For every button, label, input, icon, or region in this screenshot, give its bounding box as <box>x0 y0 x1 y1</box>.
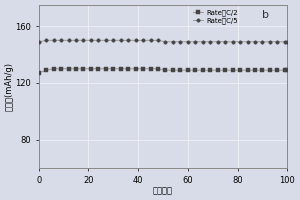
Rate：C/2 <box>37 72 40 74</box>
Rate：C/2 <box>74 68 78 70</box>
Rate：C/2 <box>97 68 100 70</box>
Rate：C/5 <box>186 41 190 43</box>
Rate：C/2 <box>89 68 93 70</box>
Rate：C/5 <box>246 41 249 43</box>
Rate：C/2 <box>231 69 234 71</box>
Rate：C/5 <box>283 41 286 43</box>
Rate：C/5 <box>59 39 63 42</box>
Rate：C/5 <box>231 41 234 43</box>
Rate：C/2 <box>164 69 167 71</box>
Rate：C/2 <box>119 68 123 70</box>
Rate：C/2 <box>186 69 190 71</box>
Rate：C/5 <box>112 39 115 42</box>
Rate：C/2 <box>238 69 242 71</box>
Legend: Rate：C/2, Rate：C/5: Rate：C/2, Rate：C/5 <box>191 8 239 26</box>
Rate：C/2 <box>156 68 160 70</box>
Rate：C/5 <box>194 41 197 43</box>
X-axis label: 循环次数: 循环次数 <box>153 186 173 195</box>
Rate：C/5 <box>149 39 152 42</box>
Rate：C/2 <box>246 69 249 71</box>
Rate：C/5 <box>37 41 40 43</box>
Rate：C/2 <box>178 69 182 71</box>
Rate：C/2 <box>286 69 289 71</box>
Rate：C/5 <box>164 41 167 43</box>
Rate：C/5 <box>253 41 257 43</box>
Rate：C/5 <box>238 41 242 43</box>
Line: Rate：C/2: Rate：C/2 <box>37 67 289 75</box>
Rate：C/5 <box>223 41 227 43</box>
Rate：C/2 <box>283 69 286 71</box>
Rate：C/5 <box>275 41 279 43</box>
Rate：C/2 <box>216 69 220 71</box>
Rate：C/2 <box>201 69 205 71</box>
Rate：C/2 <box>171 69 175 71</box>
Line: Rate：C/5: Rate：C/5 <box>37 39 289 44</box>
Rate：C/5 <box>178 41 182 43</box>
Rate：C/5 <box>261 41 264 43</box>
Rate：C/2 <box>104 68 108 70</box>
Rate：C/5 <box>104 39 108 42</box>
Rate：C/5 <box>208 41 212 43</box>
Rate：C/2 <box>112 68 115 70</box>
Rate：C/2 <box>67 68 70 70</box>
Rate：C/5 <box>89 39 93 42</box>
Rate：C/5 <box>286 41 289 43</box>
Rate：C/5 <box>119 39 123 42</box>
Rate：C/2 <box>82 68 85 70</box>
Rate：C/5 <box>126 39 130 42</box>
Rate：C/5 <box>171 41 175 43</box>
Text: b: b <box>262 10 269 20</box>
Rate：C/5 <box>74 39 78 42</box>
Rate：C/5 <box>134 39 137 42</box>
Rate：C/5 <box>156 39 160 42</box>
Rate：C/2 <box>261 69 264 71</box>
Y-axis label: 比容量(mAh/g): 比容量(mAh/g) <box>5 62 14 111</box>
Rate：C/5 <box>82 39 85 42</box>
Rate：C/5 <box>44 39 48 42</box>
Rate：C/2 <box>141 68 145 70</box>
Rate：C/2 <box>59 68 63 70</box>
Rate：C/5 <box>97 39 100 42</box>
Rate：C/2 <box>194 69 197 71</box>
Rate：C/5 <box>52 39 56 42</box>
Rate：C/2 <box>134 68 137 70</box>
Rate：C/2 <box>223 69 227 71</box>
Rate：C/5 <box>67 39 70 42</box>
Rate：C/2 <box>126 68 130 70</box>
Rate：C/5 <box>216 41 220 43</box>
Rate：C/5 <box>268 41 272 43</box>
Rate：C/5 <box>201 41 205 43</box>
Rate：C/2 <box>275 69 279 71</box>
Rate：C/2 <box>52 68 56 70</box>
Rate：C/2 <box>149 68 152 70</box>
Rate：C/2 <box>253 69 257 71</box>
Rate：C/2 <box>44 69 48 71</box>
Rate：C/5 <box>141 39 145 42</box>
Rate：C/2 <box>268 69 272 71</box>
Rate：C/2 <box>208 69 212 71</box>
